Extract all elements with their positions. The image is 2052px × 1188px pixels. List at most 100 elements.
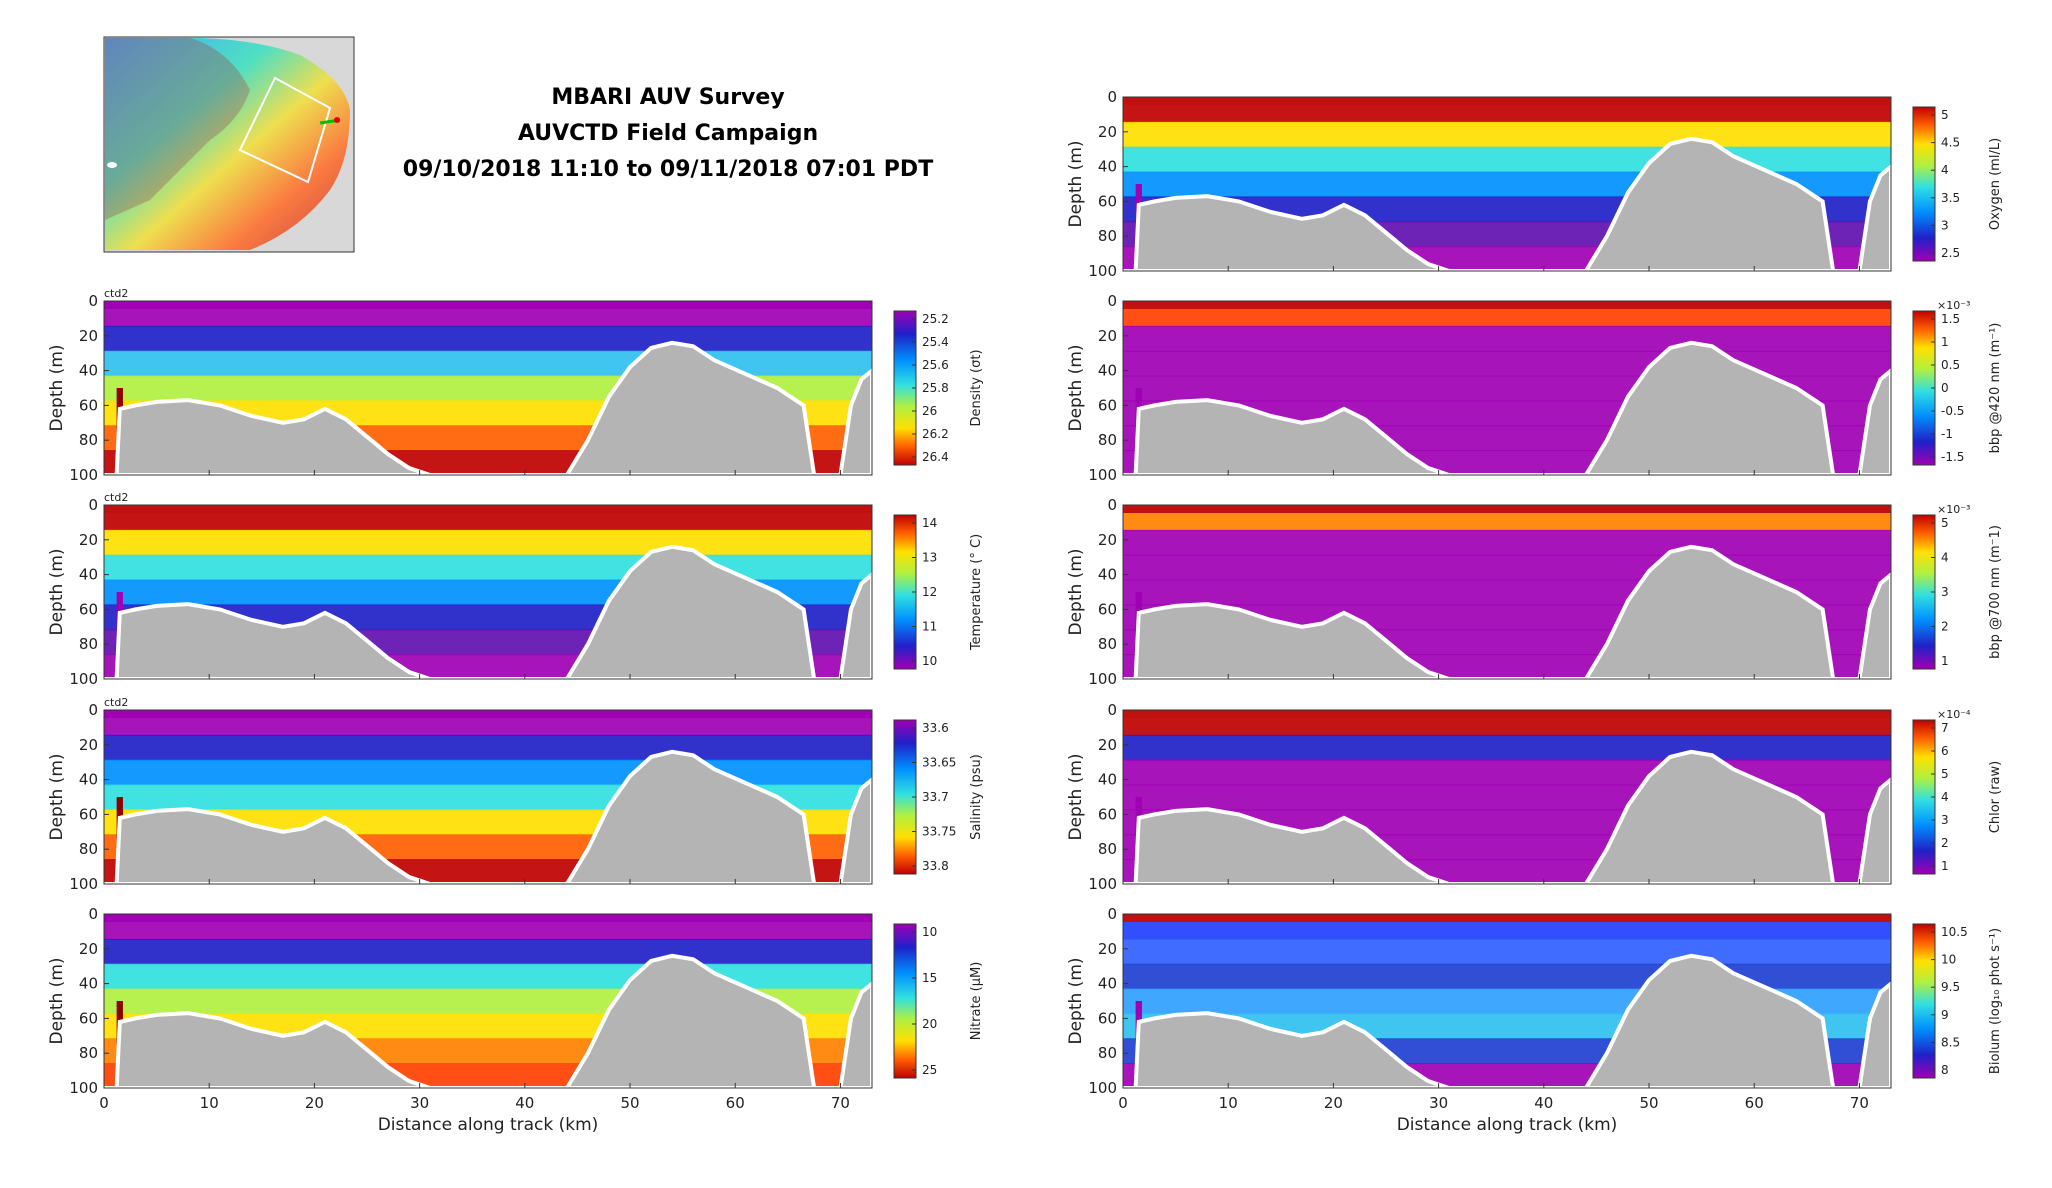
colorbar-tick-label: 4 xyxy=(1941,790,1949,804)
x-tick-label: 10 xyxy=(1219,1094,1238,1112)
colorbar: 5 4.5 4 3.5 3 2.5 Oxygen (ml/L) xyxy=(1912,106,2003,262)
colorbar-tick-label: 4 xyxy=(1941,551,1949,565)
title-line-1: MBARI AUV Survey xyxy=(551,85,784,110)
locator-map xyxy=(103,36,355,253)
x-tick-label: 10 xyxy=(200,1094,219,1112)
colorbar-tick-label: -0.5 xyxy=(1941,404,1964,418)
y-tick-label: 100 xyxy=(1088,466,1117,484)
y-tick-label: 100 xyxy=(1088,262,1117,280)
y-tick-label: 80 xyxy=(1098,1044,1117,1062)
y-tick-label: 40 xyxy=(1098,158,1117,176)
colorbar-tick-label: 3 xyxy=(1941,218,1949,232)
colorbar-tick-label: 33.7 xyxy=(922,790,949,804)
y-tick-label: 0 xyxy=(1107,701,1117,719)
y-tick-label: 80 xyxy=(79,635,98,653)
y-tick-label: 0 xyxy=(1107,905,1117,923)
title-line-2: AUVCTD Field Campaign xyxy=(518,121,818,146)
colorbar-tick-label: -1 xyxy=(1941,427,1953,441)
y-tick-label: 60 xyxy=(79,1009,98,1027)
colorbar-tick-label: 6 xyxy=(1941,744,1949,758)
y-tick-label: 0 xyxy=(88,701,98,719)
y-tick-label: 20 xyxy=(1098,736,1117,754)
y-axis-label: Depth (m) xyxy=(47,957,67,1044)
colorbar-tick-label: 33.8 xyxy=(922,859,949,873)
y-axis-label: Depth (m) xyxy=(47,548,67,635)
y-tick-label: 40 xyxy=(1098,771,1117,789)
y-tick-label: 100 xyxy=(69,670,98,688)
colorbar-tick-label: 26 xyxy=(922,404,937,418)
colorbar-exponent: ×10⁻³ xyxy=(1937,299,1970,312)
x-axis-label: Distance along track (km) xyxy=(1397,1115,1618,1135)
y-tick-label: 20 xyxy=(79,736,98,754)
plot-frame xyxy=(103,913,873,1089)
y-tick-label: 40 xyxy=(79,975,98,993)
colorbar: 10.5 10 9.5 9 8.5 8 Biolum (log₁₀ phot s⁻¹) xyxy=(1912,923,2003,1079)
colorbar-tick-label: 5 xyxy=(1941,767,1949,781)
panel-oxygen: 0 20 40 60 80 100 Depth (m) 5 4.5 4 3.5 3 2.5 Oxygen … xyxy=(1066,88,2003,280)
y-tick-label: 60 xyxy=(79,396,98,414)
y-axis-label: Depth (m) xyxy=(1066,140,1086,227)
colorbar-tick-label: 33.65 xyxy=(922,756,956,770)
y-tick-label: 80 xyxy=(1098,227,1117,245)
colorbar-tick-label: 9 xyxy=(1941,1008,1949,1022)
y-tick-label: 100 xyxy=(69,466,98,484)
y-tick-label: 0 xyxy=(88,292,98,310)
colorbar-label: Chlor (raw) xyxy=(1988,761,2003,833)
x-tick-label: 0 xyxy=(1118,1094,1128,1112)
colorbar-tick-label: 1 xyxy=(1941,859,1949,873)
colorbar-tick-label: 15 xyxy=(922,971,937,985)
plot-frame xyxy=(103,300,873,476)
colorbar-tick-label: 33.6 xyxy=(922,721,949,735)
colorbar-tick-label: 1 xyxy=(1941,654,1949,668)
y-tick-label: 40 xyxy=(1098,362,1117,380)
y-tick-label: 0 xyxy=(1107,88,1117,106)
colorbar-tick-label: 5 xyxy=(1941,108,1949,122)
colorbar-tick-label: 3 xyxy=(1941,813,1949,827)
y-tick-label: 40 xyxy=(1098,975,1117,993)
panel-temperature: 0 20 40 60 80 100 Depth (m) ctd2 14 13 12 11 10 Tempe… xyxy=(47,491,984,688)
plot-frame xyxy=(103,709,873,885)
y-tick-label: 40 xyxy=(79,566,98,584)
map-bathymetry xyxy=(105,38,350,250)
colorbar-tick-label: 25 xyxy=(922,1063,937,1077)
colorbar-tick-label: 10.5 xyxy=(1941,925,1968,939)
colorbar-tick-label: 7 xyxy=(1941,721,1949,735)
colorbar-label: Biolum (log₁₀ phot s⁻¹) xyxy=(1988,928,2003,1074)
colorbar-tick-label: 1.5 xyxy=(1941,312,1960,326)
x-axis-label: Distance along track (km) xyxy=(378,1115,599,1135)
y-tick-label: 80 xyxy=(1098,431,1117,449)
y-tick-label: 20 xyxy=(79,327,98,345)
plot-frame xyxy=(1122,300,1892,476)
colorbar: 14 13 12 11 10 Temperature (° C) xyxy=(893,514,984,670)
y-tick-label: 60 xyxy=(79,600,98,618)
plot-frame xyxy=(1122,913,1892,1089)
y-tick-label: 60 xyxy=(1098,1009,1117,1027)
colorbar-tick-label: 2.5 xyxy=(1941,246,1960,260)
x-tick-label: 70 xyxy=(1850,1094,1869,1112)
panel-chlor: 0 20 40 60 80 100 Depth (m) 7 6 5 4 3 2 1 ×10⁻⁴ Chlor (… xyxy=(1066,701,2003,893)
y-tick-label: 0 xyxy=(88,905,98,923)
figure-title: MBARI AUV Survey AUVCTD Field Campaign 0… xyxy=(403,85,933,182)
colorbar-tick-label: 26.4 xyxy=(922,450,949,464)
survey-box xyxy=(238,76,332,184)
y-axis-label: Depth (m) xyxy=(1066,957,1086,1044)
y-tick-label: 40 xyxy=(1098,566,1117,584)
y-tick-label: 60 xyxy=(1098,600,1117,618)
x-tick-label: 0 xyxy=(99,1094,109,1112)
y-tick-label: 20 xyxy=(1098,327,1117,345)
colorbar: 25.2 25.4 25.6 25.8 26 26.2 26.4 Density (σt) xyxy=(893,310,984,466)
y-tick-label: 100 xyxy=(1088,670,1117,688)
colorbar-tick-label: 13 xyxy=(922,551,937,565)
colorbar: 5 4 3 2 1 ×10⁻³ bbp @700 nm (m⁻1) xyxy=(1912,503,2003,670)
panel-bbp700: 0 20 40 60 80 100 Depth (m) 5 4 3 2 1 ×10⁻³ bbp @700 … xyxy=(1066,496,2003,688)
y-tick-label: 40 xyxy=(79,771,98,789)
y-tick-label: 80 xyxy=(1098,840,1117,858)
colorbar-tick-label: 8.5 xyxy=(1941,1035,1960,1049)
x-tick-label: 30 xyxy=(410,1094,429,1112)
plot-frame xyxy=(1122,504,1892,680)
x-tick-label: 20 xyxy=(305,1094,324,1112)
y-tick-label: 40 xyxy=(79,362,98,380)
x-tick-label: 40 xyxy=(515,1094,534,1112)
